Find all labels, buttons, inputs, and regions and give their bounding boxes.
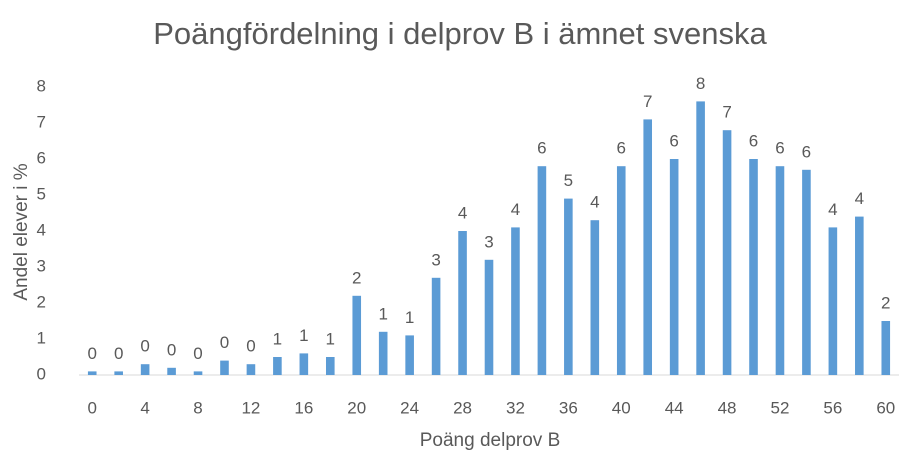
bar: [140, 364, 150, 375]
bar: [167, 367, 176, 375]
y-tick-label: 6: [37, 148, 46, 167]
bar: [669, 159, 679, 375]
x-tick-label: 12: [241, 398, 260, 417]
bar: [405, 335, 414, 375]
data-label: 1: [405, 308, 414, 327]
chart-title: Poängfördelning i delprov B i ämnet sven…: [153, 16, 767, 51]
bar: [881, 321, 891, 375]
y-tick-label: 5: [37, 184, 46, 203]
x-axis-title: Poäng delprov B: [420, 430, 561, 451]
bar: [220, 360, 229, 375]
data-label: 4: [828, 200, 837, 219]
data-label: 1: [273, 329, 282, 348]
data-label: 2: [352, 268, 361, 287]
data-label: 6: [749, 131, 758, 150]
data-label: 6: [537, 139, 546, 158]
y-axis-title: Andel elever i %: [11, 163, 32, 300]
bar: [378, 331, 388, 375]
y-tick-label: 4: [37, 220, 46, 239]
data-label: 0: [193, 344, 202, 363]
data-label: 4: [511, 200, 520, 219]
data-label: 0: [246, 337, 255, 356]
bar: [193, 371, 203, 375]
x-tick-label: 24: [400, 398, 419, 417]
bar: [511, 227, 520, 375]
bar: [114, 371, 123, 375]
data-label: 6: [617, 139, 626, 158]
bar: [484, 259, 494, 375]
bar: [87, 371, 97, 375]
y-tick-label: 0: [37, 364, 46, 383]
data-label: 6: [669, 131, 678, 150]
bar: [722, 130, 732, 375]
x-tick-label: 40: [612, 398, 631, 417]
bar: [431, 277, 441, 375]
x-tick-label: 56: [823, 398, 842, 417]
bar: [537, 166, 547, 375]
data-label: 3: [484, 232, 493, 251]
data-label: 4: [458, 203, 467, 222]
x-tick-label: 48: [718, 398, 737, 417]
bar: [273, 357, 282, 375]
x-tick-label: 8: [193, 398, 202, 417]
data-label: 3: [431, 250, 440, 269]
x-tick-label: 0: [87, 398, 96, 417]
bar: [696, 101, 705, 376]
bar: [855, 216, 864, 375]
data-label: 6: [775, 139, 784, 158]
x-tick-label: 52: [771, 398, 790, 417]
data-label: 7: [643, 92, 652, 111]
y-tick-label: 7: [37, 112, 46, 131]
bar: [590, 220, 600, 375]
bar: [564, 198, 573, 375]
bar: [352, 295, 362, 375]
bar: [325, 357, 335, 375]
y-tick-label: 8: [37, 76, 46, 95]
bar: [775, 166, 785, 375]
x-tick-label: 4: [140, 398, 149, 417]
data-label: 5: [564, 171, 573, 190]
bar: [828, 227, 838, 375]
data-label: 4: [590, 193, 599, 212]
data-label: 8: [696, 74, 705, 93]
data-label: 2: [881, 293, 890, 312]
data-label: 1: [299, 326, 308, 345]
x-tick-label: 60: [876, 398, 895, 417]
data-label: 4: [855, 189, 864, 208]
data-label: 0: [167, 340, 176, 359]
bar: [299, 353, 309, 375]
bar: [246, 364, 256, 375]
data-label: 1: [378, 304, 387, 323]
bar: [616, 166, 626, 375]
x-tick-label: 32: [506, 398, 525, 417]
data-label: 7: [722, 103, 731, 122]
x-tick-label: 20: [347, 398, 366, 417]
data-label: 6: [802, 142, 811, 161]
x-tick-label: 28: [453, 398, 472, 417]
bar: [643, 119, 653, 376]
y-tick-label: 1: [37, 328, 46, 347]
y-tick-label: 3: [37, 256, 46, 275]
data-label: 0: [114, 344, 123, 363]
data-label: 0: [140, 337, 149, 356]
data-label: 0: [220, 333, 229, 352]
data-label: 0: [87, 344, 96, 363]
bar: [749, 159, 758, 375]
x-tick-label: 36: [559, 398, 578, 417]
bar: [802, 169, 811, 375]
bar: [458, 231, 467, 375]
x-tick-label: 44: [665, 398, 684, 417]
x-tick-label: 16: [294, 398, 313, 417]
data-label: 1: [326, 329, 335, 348]
y-tick-label: 2: [37, 292, 46, 311]
